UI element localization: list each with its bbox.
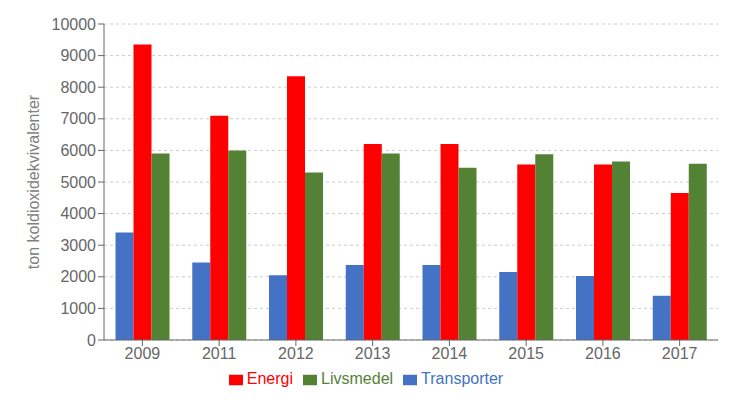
svg-text:1000: 1000 xyxy=(60,300,96,317)
svg-text:0: 0 xyxy=(87,332,96,349)
svg-text:3000: 3000 xyxy=(60,237,96,254)
svg-text:2014: 2014 xyxy=(432,345,468,362)
html-text:Energi: Energi xyxy=(246,370,293,387)
svg-text:2016: 2016 xyxy=(585,345,621,362)
svg-text:8000: 8000 xyxy=(60,79,96,96)
html-text:Transporter: Transporter xyxy=(421,370,504,387)
svg-text:2000: 2000 xyxy=(60,268,96,285)
svg-text:ton koldioxidekvivalenter: ton koldioxidekvivalenter xyxy=(25,94,42,269)
svg-text:2012: 2012 xyxy=(278,345,314,362)
html-text:Livsmedel: Livsmedel xyxy=(321,370,394,387)
svg-text:2015: 2015 xyxy=(508,345,544,362)
svg-text:10000: 10000 xyxy=(52,16,97,33)
svg-text:2011: 2011 xyxy=(202,345,237,362)
svg-text:2017: 2017 xyxy=(662,345,698,362)
svg-text:4000: 4000 xyxy=(60,205,96,222)
svg-text:7000: 7000 xyxy=(60,110,96,127)
svg-text:9000: 9000 xyxy=(60,47,96,64)
svg-text:6000: 6000 xyxy=(60,142,96,159)
svg-text:2013: 2013 xyxy=(355,345,391,362)
svg-text:2009: 2009 xyxy=(125,345,161,362)
svg-text:5000: 5000 xyxy=(60,174,96,191)
